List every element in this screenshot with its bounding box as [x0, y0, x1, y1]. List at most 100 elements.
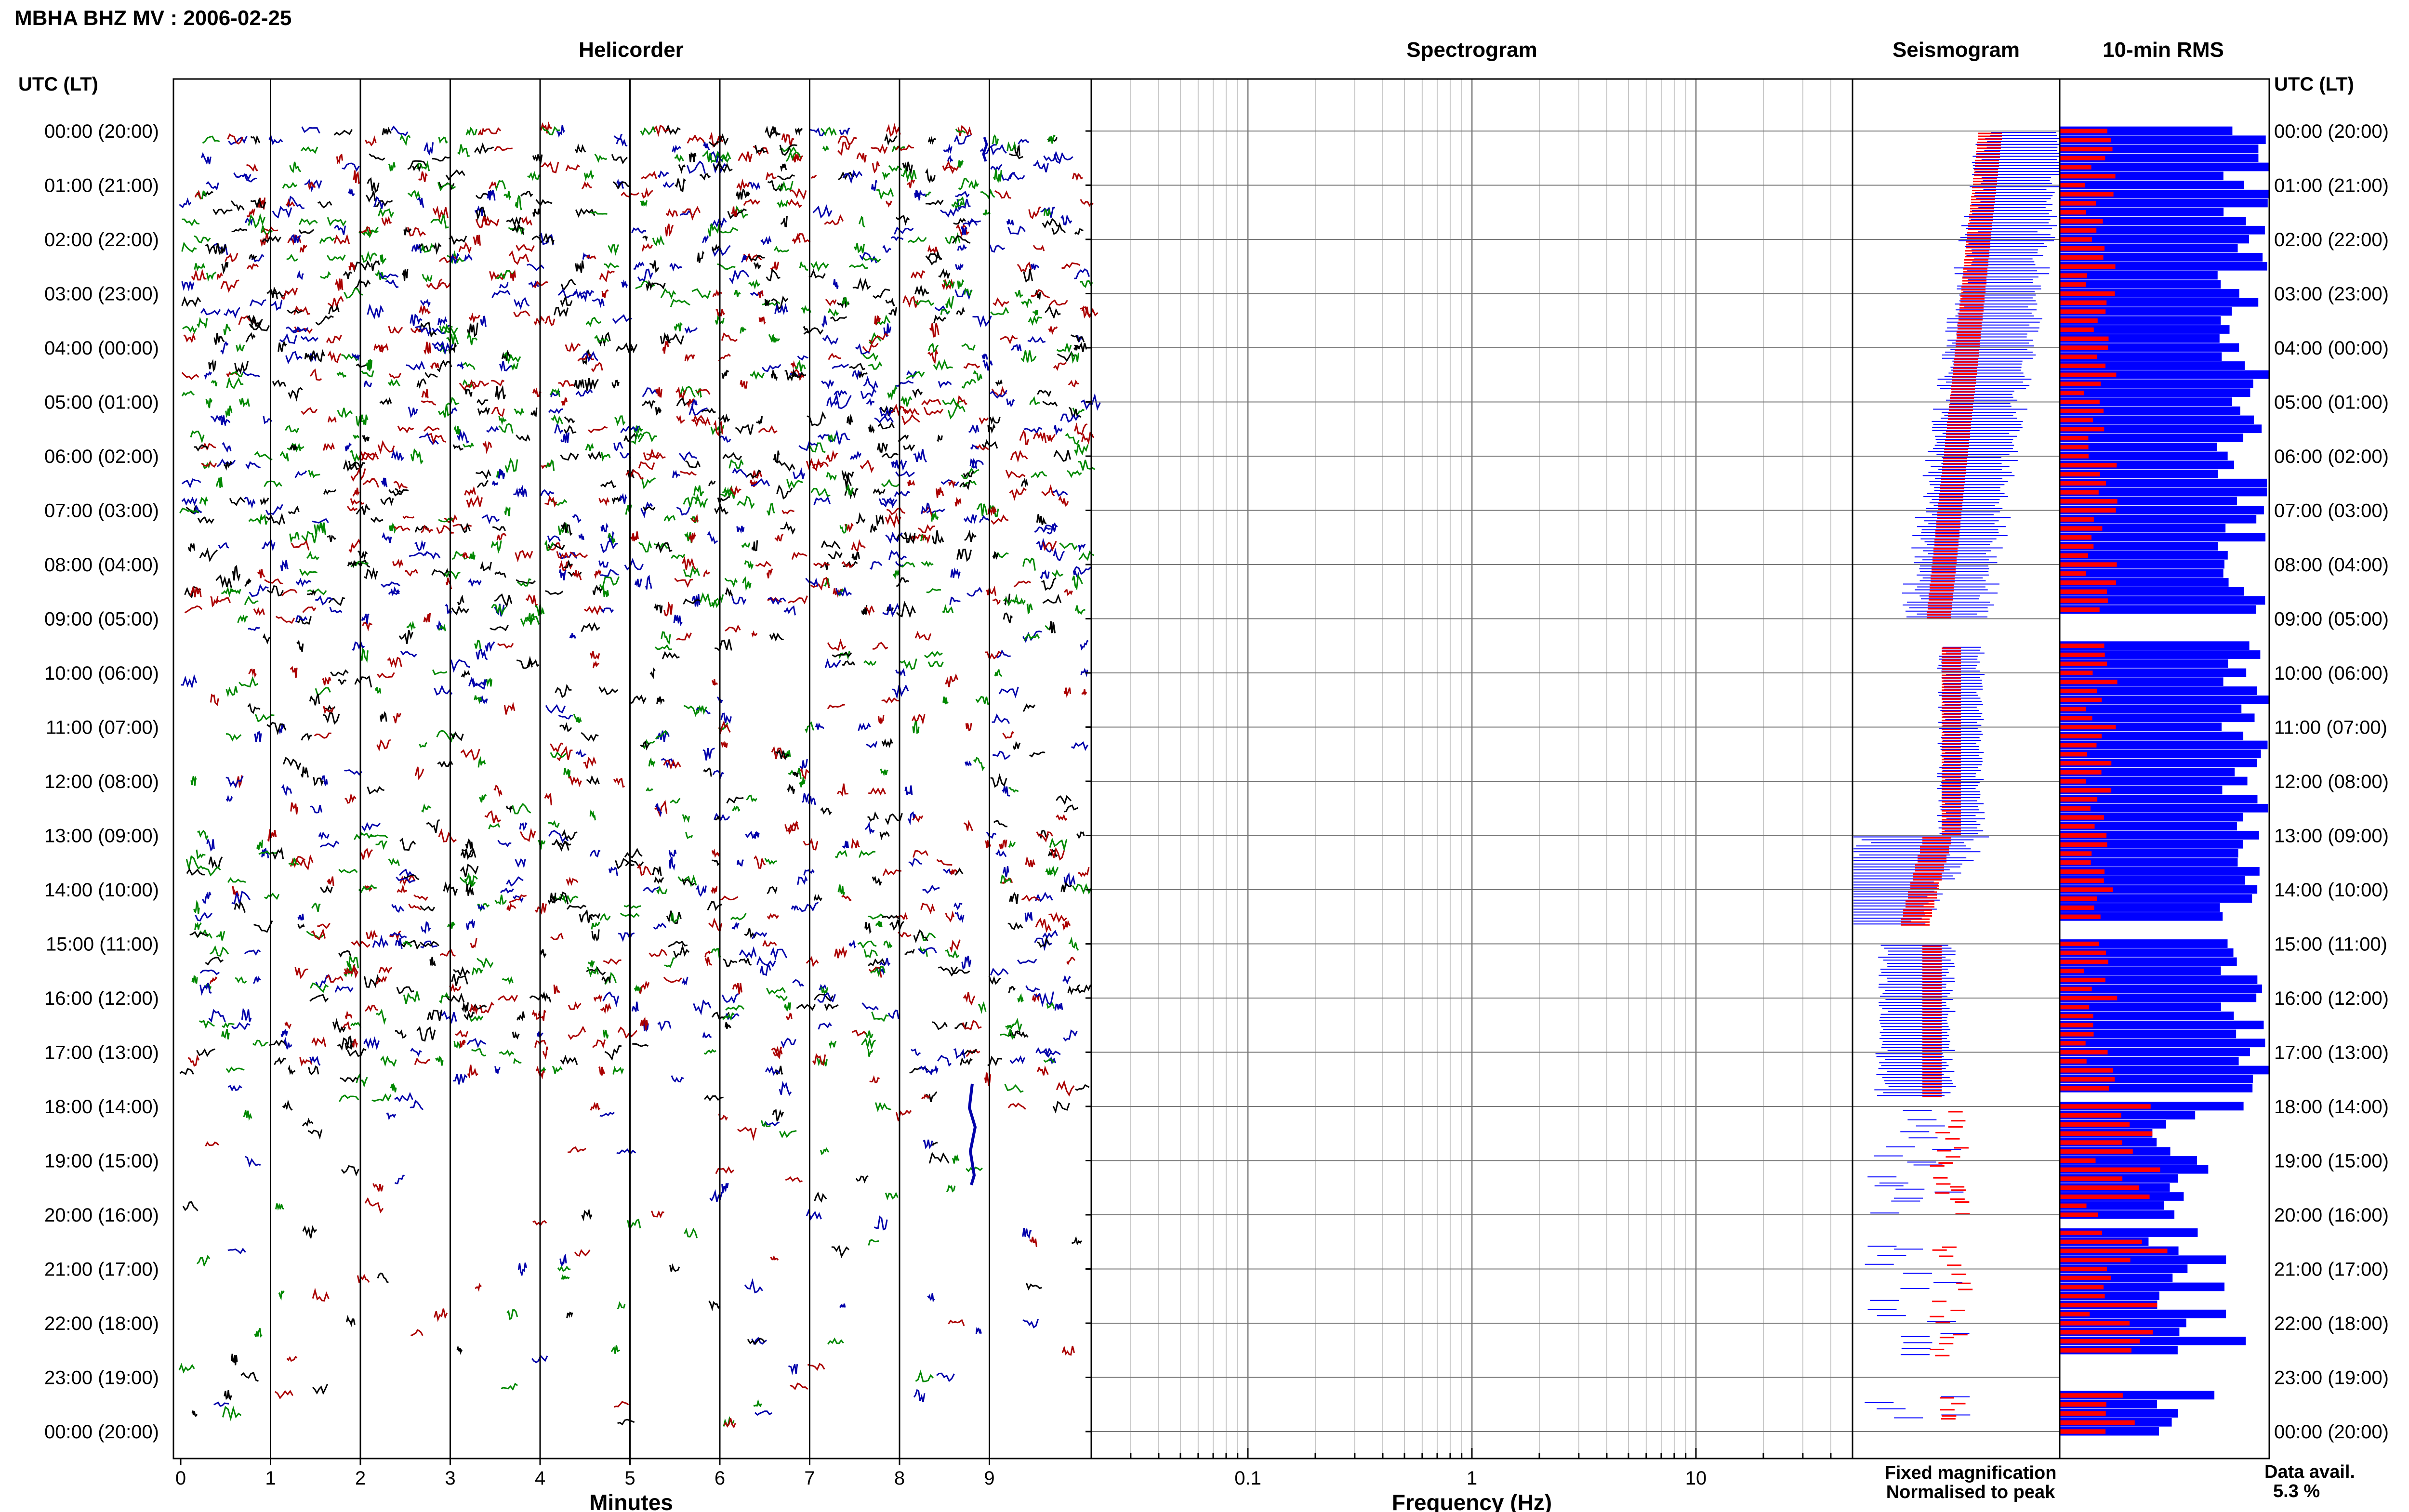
helicorder-trace-segment	[375, 840, 387, 850]
helicorder-trace-segment	[247, 208, 255, 217]
helicorder-trace-segment	[992, 134, 999, 146]
helicorder-trace-segment	[262, 539, 276, 552]
helicorder-trace-segment	[309, 982, 329, 993]
rms-normalised-bar	[2060, 146, 2113, 152]
helicorder-trace-segment	[907, 811, 916, 826]
helicorder-trace-segment	[703, 569, 710, 577]
rms-normalised-bar	[2060, 1411, 2106, 1416]
helicorder-trace-segment	[377, 440, 395, 455]
helicorder-trace-segment	[216, 458, 236, 467]
helicorder-trace-segment	[288, 505, 300, 514]
helicorder-trace-segment	[943, 144, 953, 154]
helicorder-trace-segment	[530, 408, 538, 418]
helicorder-trace-segment	[426, 278, 443, 290]
seismogram-traces	[1853, 132, 2059, 1420]
helicorder-trace-segment	[315, 595, 333, 605]
rms-normalised-bar	[2060, 1140, 2122, 1145]
helicorder-trace-segment	[311, 902, 321, 912]
legend-fixed-magnification: Fixed magnification	[1885, 1463, 2057, 1483]
helicorder-trace-segment	[351, 640, 365, 651]
helicorder-trace-segment	[264, 893, 280, 900]
helicorder-trace-segment	[771, 1046, 783, 1055]
helicorder-trace-segment	[927, 660, 944, 668]
helicorder-trace-segment	[774, 303, 788, 316]
helicorder-trace-segment	[702, 150, 714, 163]
helicorder-trace-segment	[812, 1053, 826, 1066]
helicorder-trace-segment	[808, 269, 826, 279]
helicorder-trace-segment	[737, 1126, 757, 1141]
helicorder-trace-segment	[285, 198, 295, 207]
helicorder-trace-segment	[662, 651, 680, 659]
helicorder-trace-segment	[1027, 336, 1046, 343]
helicorder-trace-segment	[753, 1399, 762, 1407]
helicorder-trace-segment	[480, 561, 492, 571]
helicorder-trace-segment	[221, 586, 234, 598]
helicorder-trace-segment	[973, 757, 985, 771]
helicorder-trace-segment	[844, 474, 852, 489]
helicorder-trace-segment	[882, 914, 900, 920]
helicorder-trace-segment	[790, 1382, 808, 1391]
helicorder-trace-segment	[456, 1344, 463, 1355]
helicorder-trace-segment	[297, 923, 305, 929]
helicorder-trace-segment	[613, 442, 623, 451]
rms-normalised-bar	[2060, 571, 2086, 576]
time-label-right: 03:00 (23:00)	[2274, 284, 2389, 305]
helicorder-trace-segment	[461, 1001, 469, 1012]
helicorder-trace-segment	[858, 723, 871, 731]
helicorder-trace-segment	[895, 470, 915, 478]
helicorder-trace-segment	[860, 459, 874, 473]
helicorder-trace-segment	[813, 496, 831, 505]
helicorder-trace-segment	[736, 188, 744, 200]
helicorder-trace-segment	[852, 369, 861, 380]
helicorder-trace-segment	[196, 1048, 215, 1057]
helicorder-trace-segment	[340, 1077, 358, 1083]
helicorder-trace-segment	[876, 187, 894, 200]
helicorder-trace-segment	[336, 371, 347, 378]
helicorder-trace-segment	[867, 811, 879, 822]
time-label-right: 01:00 (21:00)	[2274, 175, 2389, 197]
helicorder-trace-segment	[366, 929, 378, 941]
helicorder-trace-segment	[501, 1382, 518, 1391]
helicorder-trace-segment	[810, 261, 829, 272]
helicorder-trace-segment	[1078, 543, 1086, 552]
rms-normalised-bar	[2060, 1212, 2098, 1217]
helicorder-trace-segment	[1041, 484, 1055, 497]
helicorder-trace-segment	[894, 226, 914, 235]
rms-normalised-bar	[2060, 192, 2114, 197]
helicorder-trace-segment	[406, 620, 416, 631]
helicorder-trace-segment	[301, 530, 318, 543]
helicorder-trace-segment	[453, 1074, 468, 1085]
helicorder-trace-segment	[279, 451, 289, 461]
rms-normalised-bar	[2060, 1294, 2105, 1299]
helicorder-trace-segment	[549, 388, 561, 397]
helicorder-trace-segment	[670, 912, 680, 923]
helicorder-trace-segment	[465, 919, 476, 930]
helicorder-trace-segment	[379, 397, 392, 406]
helicorder-trace-segment	[347, 560, 357, 568]
helicorder-trace-segment	[231, 227, 248, 233]
helicorder-trace-segment	[243, 1110, 252, 1121]
helicorder-trace-segment	[337, 1037, 353, 1051]
helicorder-trace-segment	[827, 434, 837, 443]
helicorder-trace-segment	[476, 206, 486, 221]
helicorder-trace-segment	[221, 262, 229, 275]
rms-bars	[2060, 126, 2269, 1436]
helicorder-trace-segment	[591, 921, 600, 930]
helicorder-trace-segment	[1000, 335, 1018, 345]
helicorder-trace-segment	[968, 424, 979, 434]
helicorder-trace-segment	[420, 940, 437, 949]
helicorder-trace-segment	[557, 1265, 571, 1272]
helicorder-trace-segment	[874, 415, 894, 423]
helicorder-trace-segment	[712, 243, 720, 253]
helicorder-trace-segment	[311, 1036, 327, 1047]
helicorder-trace-segment	[245, 461, 261, 470]
helicorder-trace-segment	[1065, 433, 1080, 445]
helicorder-trace-segment	[1060, 413, 1079, 423]
helicorder-trace-segment	[225, 252, 238, 263]
helicorder-trace-segment	[558, 714, 573, 720]
helicorder-trace-segment	[297, 913, 304, 921]
utc-header-left: UTC (LT)	[18, 74, 98, 95]
helicorder-trace-segment	[418, 321, 437, 338]
helicorder-trace-segment	[674, 578, 693, 588]
helicorder-trace-segment	[1070, 352, 1080, 364]
